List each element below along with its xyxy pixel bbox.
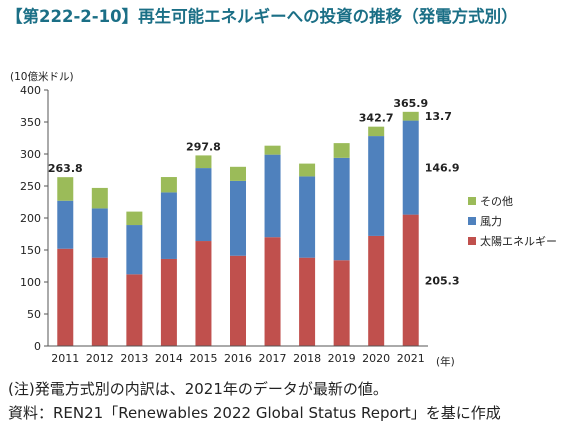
y-tick-label: 400 <box>20 84 41 97</box>
bar-segment <box>57 200 74 249</box>
total-label: 342.7 <box>359 112 394 125</box>
bar-segment <box>57 177 74 201</box>
bar-segment <box>57 248 74 346</box>
data-annotations: 263.8 297.8 342.7 365.913.7 146.9 205.3 <box>48 97 460 287</box>
x-tick-label: 2014 <box>155 352 183 365</box>
y-tick-label: 300 <box>20 148 41 161</box>
stacked-bar-chart: (10億米ドル) (年) 0 50 100 150 200 250 300 350 400 20… <box>10 70 557 368</box>
x-tick-label: 2020 <box>362 352 390 365</box>
x-tick-label: 2013 <box>120 352 148 365</box>
bar-segment <box>126 211 143 226</box>
x-axis-title: (年) <box>436 355 455 368</box>
bar-series <box>57 111 419 346</box>
x-tick-label: 2011 <box>51 352 79 365</box>
legend-label: 太陽エネルギー <box>480 235 557 248</box>
y-tick-label: 250 <box>20 180 41 193</box>
total-label: 263.8 <box>48 162 83 175</box>
bar-segment <box>368 126 385 137</box>
segment-label: 205.3 <box>425 274 460 287</box>
bar-segment <box>333 260 350 346</box>
segment-label: 13.7 <box>425 110 452 123</box>
bar-segment <box>299 163 316 177</box>
bar-segment <box>402 214 419 346</box>
bar-segment <box>333 157 350 261</box>
bar-segment <box>126 225 143 275</box>
bar-segment <box>264 145 281 155</box>
bar-segment <box>264 237 281 346</box>
bar-segment <box>160 177 177 193</box>
y-tick-label: 350 <box>20 116 41 129</box>
bar-segment <box>299 176 316 258</box>
x-tick-label: 2012 <box>86 352 114 365</box>
page-title: 【第222-2-10】再生可能エネルギーへの投資の推移（発電方式別） <box>6 7 518 26</box>
x-tick-label: 2019 <box>328 352 356 365</box>
bar-segment <box>333 143 350 158</box>
y-tick-label: 150 <box>20 244 41 257</box>
bar-segment <box>91 208 108 258</box>
legend-swatch <box>468 217 476 225</box>
x-tick-label: 2018 <box>293 352 321 365</box>
bar-segment <box>126 274 143 346</box>
bar-segment <box>402 120 419 215</box>
bar-segment <box>230 166 246 181</box>
total-label: 365.9 <box>393 97 428 110</box>
bar-segment <box>195 241 212 346</box>
x-tick-label: 2017 <box>259 352 287 365</box>
bar-segment <box>160 258 177 346</box>
bar-segment <box>368 235 385 346</box>
y-axis-ticks: 0 50 100 150 200 250 300 350 400 <box>20 84 48 353</box>
footnote: (注)発電方式別の内訳は、2021年のデータが最新の値。 <box>8 380 388 398</box>
y-tick-label: 0 <box>34 340 41 353</box>
x-tick-label: 2016 <box>224 352 252 365</box>
bar-segment <box>160 192 177 259</box>
y-tick-label: 100 <box>20 276 41 289</box>
bar-segment <box>402 111 419 121</box>
bar-segment <box>230 255 246 346</box>
x-tick-label: 2015 <box>189 352 217 365</box>
y-axis-title: (10億米ドル) <box>10 70 74 83</box>
bar-segment <box>195 155 212 169</box>
bar-segment <box>299 257 316 346</box>
bar-segment <box>91 257 108 346</box>
bar-segment <box>368 136 385 236</box>
x-tick-label: 2021 <box>397 352 425 365</box>
segment-label: 146.9 <box>425 162 460 175</box>
legend-swatch <box>468 237 476 245</box>
y-tick-label: 50 <box>27 308 41 321</box>
legend-swatch <box>468 197 476 205</box>
x-axis-ticks: 2011 2012 2013 2014 2015 2016 2017 2018 2019 2020… <box>51 352 424 365</box>
bar-segment <box>91 187 108 209</box>
axes <box>47 90 428 347</box>
bar-segment <box>195 168 212 242</box>
source-note: 資料：REN21「Renewables 2022 Global Status R… <box>8 404 501 422</box>
y-tick-label: 200 <box>20 212 41 225</box>
legend-label: 風力 <box>480 215 502 228</box>
total-label: 297.8 <box>186 140 221 153</box>
legend-label: その他 <box>480 195 513 208</box>
bar-segment <box>264 154 281 238</box>
bar-segment <box>230 180 246 256</box>
